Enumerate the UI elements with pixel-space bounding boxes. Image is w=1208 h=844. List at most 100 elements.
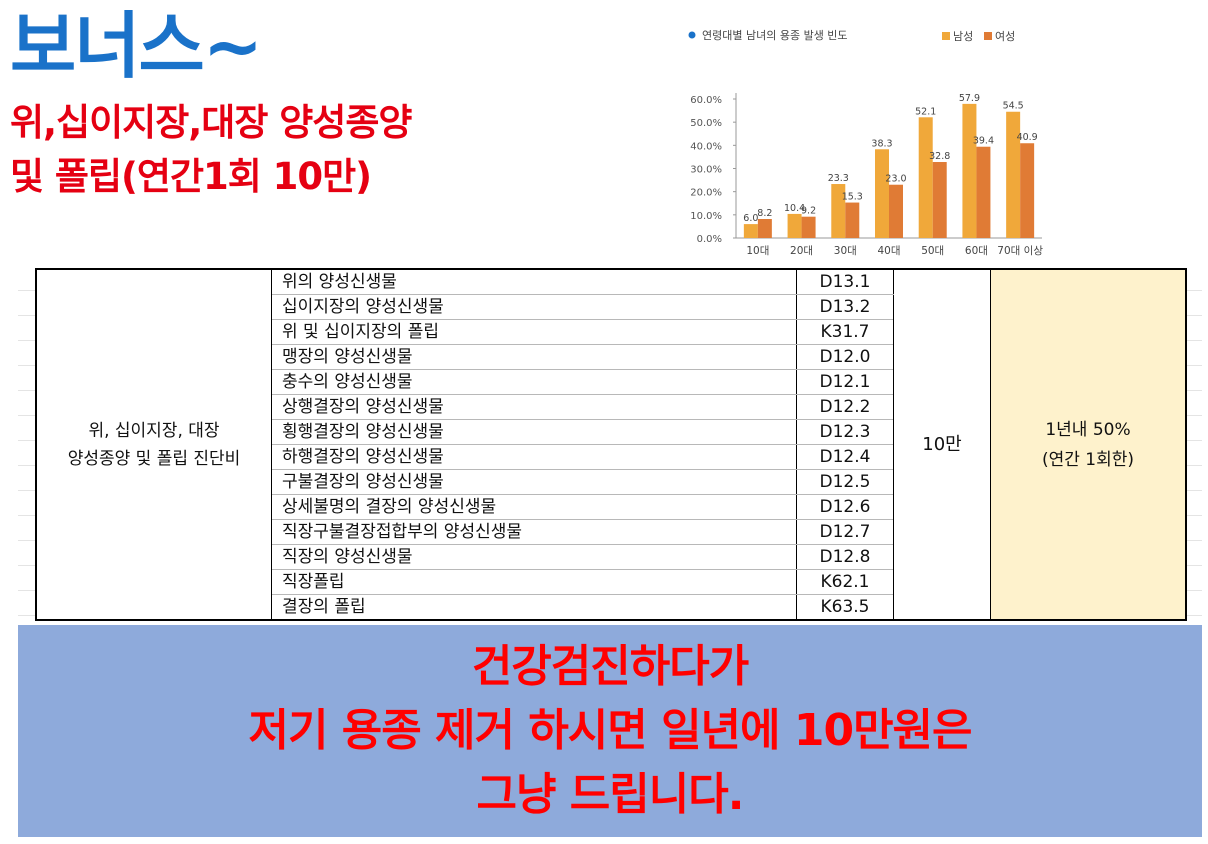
data-label: 40.9 — [1017, 132, 1038, 143]
diagnosis-name-cell: 맹장의 양성신생물 — [271, 344, 797, 370]
table-row: 횡행결장의 양성신생물 D12.3 — [36, 419, 1186, 445]
table-row: 상행결장의 양성신생물 D12.2 — [36, 394, 1186, 420]
diagnosis-name-cell: 상행결장의 양성신생물 — [271, 394, 797, 420]
legend-label: 남성 — [953, 30, 973, 43]
data-label: 57.9 — [959, 93, 980, 104]
y-tick-label: 60.0% — [690, 95, 722, 106]
diagnosis-name-cell: 구불결장의 양성신생물 — [271, 469, 797, 495]
benefit-amount-cell: 10만 — [893, 268, 991, 621]
y-tick-label: 30.0% — [690, 165, 722, 176]
table-row: 직장구불결장접합부의 양성신생물 D12.7 — [36, 519, 1186, 545]
x-tick-label: 20대 — [790, 245, 813, 257]
diagnosis-code-table: 위, 십이지장, 대장 양성종양 및 폴립 진단비 위의 양성신생물 D13.1 10만… — [35, 268, 1187, 621]
chart-bar — [1006, 111, 1021, 238]
chart-bar — [889, 184, 903, 238]
limit-line-2: (연간 1회한) — [1041, 449, 1135, 470]
table-row: 충수의 양성신생물 D12.1 — [36, 369, 1186, 395]
diagnosis-code-cell: D12.3 — [796, 419, 894, 445]
chart-bar — [918, 117, 933, 238]
table-row: 상세불명의 결장의 양성신생물 D12.6 — [36, 494, 1186, 520]
benefit-limit-cell: 1년내 50% (연간 1회한) — [990, 268, 1187, 621]
diagnosis-code-cell: D12.5 — [796, 469, 894, 495]
chart-bar — [801, 216, 816, 238]
data-label: 23.3 — [828, 173, 849, 184]
legend-label: 여성 — [995, 30, 1015, 43]
polyp-frequency-chart: 연령대별 남녀의 용종 발생 빈도 남성 여성 0.0% 10.0% 20.0% 30.0%… — [680, 18, 1100, 264]
data-label: 54.5 — [1003, 101, 1024, 112]
y-tick-label: 10.0% — [690, 211, 722, 222]
banner-line-3: 그냥 드립니다. — [476, 769, 745, 820]
chart-bar — [787, 213, 802, 238]
banner-line-2: 저기 용종 제거 하시면 일년에 10만원은 — [248, 705, 972, 756]
page-title: 보너스~ — [10, 4, 263, 88]
diagnosis-code-cell: D13.1 — [796, 268, 894, 295]
banner-line-1: 건강검진하다가 — [471, 641, 749, 692]
x-tick-label: 10대 — [746, 245, 769, 257]
category-line-1: 위, 십이지장, 대장 — [88, 420, 220, 441]
diagnosis-name-cell: 결장의 폴립 — [271, 594, 797, 621]
diagnosis-code-cell: D12.2 — [796, 394, 894, 420]
diagnosis-name-cell: 위의 양성신생물 — [271, 268, 797, 295]
category-line-2: 양성종양 및 폴립 진단비 — [67, 448, 241, 469]
diagnosis-name-cell: 십이지장의 양성신생물 — [271, 294, 797, 320]
diagnosis-code-cell: D12.8 — [796, 544, 894, 570]
diagnosis-code-cell: D12.4 — [796, 444, 894, 470]
diagnosis-name-cell: 위 및 십이지장의 폴립 — [271, 319, 797, 345]
legend-swatch — [942, 32, 950, 40]
y-tick-label: 50.0% — [690, 118, 722, 129]
chart-title-bullet-icon — [688, 31, 696, 39]
table-row: 위 및 십이지장의 폴립 K31.7 — [36, 319, 1186, 345]
data-label: 32.8 — [929, 151, 950, 162]
page-subtitle: 위,십이지장,대장 양성종양 및 폴립(연간1회 10만) — [10, 96, 412, 204]
table-row: 구불결장의 양성신생물 D12.5 — [36, 469, 1186, 495]
data-label: 8.2 — [757, 208, 772, 219]
data-label: 23.0 — [885, 174, 906, 185]
chart-bar — [976, 146, 991, 238]
subtitle-line-1: 위,십이지장,대장 양성종양 — [10, 101, 412, 144]
diagnosis-code-cell: D12.1 — [796, 369, 894, 395]
y-tick-label: 0.0% — [697, 234, 722, 245]
chart-bar — [831, 184, 846, 238]
diagnosis-code-cell: D12.6 — [796, 494, 894, 520]
x-tick-label: 30대 — [834, 245, 857, 257]
table-row: 직장폴립 K62.1 — [36, 569, 1186, 595]
chart-title: 연령대별 남녀의 용종 발생 빈도 — [702, 29, 848, 42]
data-label: 6.0 — [743, 213, 758, 224]
promo-banner: 건강검진하다가 저기 용종 제거 하시면 일년에 10만원은 그냥 드립니다. — [18, 625, 1202, 837]
diagnosis-name-cell: 직장폴립 — [271, 569, 797, 595]
table-row: 위, 십이지장, 대장 양성종양 및 폴립 진단비 위의 양성신생물 D13.1 10만… — [35, 268, 1187, 621]
table-row: 하행결장의 양성신생물 D12.4 — [36, 444, 1186, 470]
limit-line-1: 1년내 50% — [1045, 419, 1131, 440]
y-tick-label: 40.0% — [690, 141, 722, 152]
diagnosis-name-cell: 직장의 양성신생물 — [271, 544, 797, 570]
chart-bar — [1020, 143, 1035, 238]
chart-bar — [875, 149, 889, 238]
diagnosis-name-cell: 하행결장의 양성신생물 — [271, 444, 797, 470]
diagnosis-code-cell: D12.7 — [796, 519, 894, 545]
chart-bar — [962, 103, 977, 239]
diagnosis-name-cell: 직장구불결장접합부의 양성신생물 — [271, 519, 797, 545]
diagnosis-code-cell: D12.0 — [796, 344, 894, 370]
data-label: 10.4 — [784, 203, 805, 214]
diagnosis-code-cell: K31.7 — [796, 319, 894, 345]
x-tick-label: 60대 — [965, 245, 988, 257]
y-tick-label: 20.0% — [690, 188, 722, 199]
data-label: 9.2 — [801, 206, 816, 217]
data-label: 38.3 — [871, 138, 892, 149]
chart-bar — [757, 219, 772, 238]
chart-svg: 연령대별 남녀의 용종 발생 빈도 남성 여성 0.0% 10.0% 20.0% 30.0%… — [688, 29, 1043, 257]
chart-bar — [845, 202, 860, 238]
diagnosis-code-cell: K62.1 — [796, 569, 894, 595]
x-tick-label: 70대 이상 — [997, 245, 1043, 257]
legend-swatch — [984, 32, 992, 40]
diagnosis-code-cell: D13.2 — [796, 294, 894, 320]
diagnosis-name-cell: 충수의 양성신생물 — [271, 369, 797, 395]
data-label: 52.1 — [915, 106, 936, 117]
data-label: 15.3 — [842, 192, 863, 203]
x-tick-label: 50대 — [921, 245, 944, 257]
diagnosis-name-cell: 횡행결장의 양성신생물 — [271, 419, 797, 445]
diagnosis-code-cell: K63.5 — [796, 594, 894, 621]
table-row: 결장의 폴립 K63.5 — [36, 594, 1186, 621]
x-tick-label: 40대 — [877, 245, 900, 257]
